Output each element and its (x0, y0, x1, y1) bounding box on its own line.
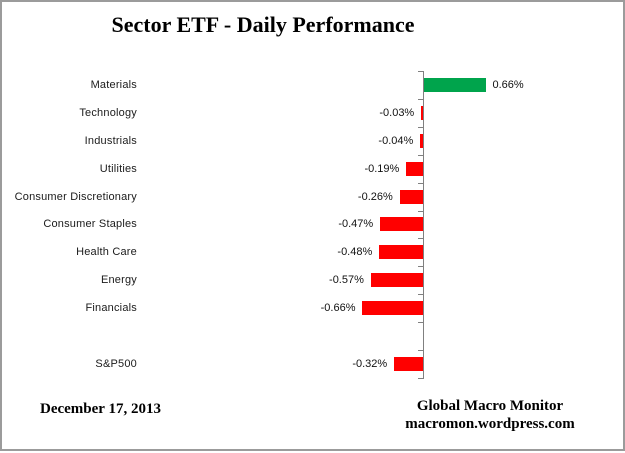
axis-tick (418, 266, 424, 268)
axis-tick (418, 294, 424, 296)
bar-s-p500 (394, 356, 424, 371)
value-label-consumer-discretionary: -0.26% (357, 190, 393, 203)
category-label-energy: Energy (100, 274, 137, 287)
axis-tick (418, 238, 424, 240)
bar-consumer-discretionary (399, 189, 424, 204)
value-label-health-care: -0.48% (337, 246, 373, 259)
chart-title: Sector ETF - Daily Performance (111, 12, 415, 37)
axis-tick (418, 182, 424, 184)
value-label-technology: -0.03% (379, 106, 415, 119)
value-label-financials: -0.66% (320, 302, 356, 315)
bar-industrials (420, 133, 424, 148)
bar-materials (424, 77, 486, 92)
axis-tick (418, 377, 424, 379)
category-label-technology: Technology (79, 106, 137, 119)
value-label-consumer-staples: -0.47% (338, 218, 374, 231)
bar-utilities (406, 161, 424, 176)
value-label-utilities: -0.19% (364, 162, 400, 175)
category-label-health-care: Health Care (76, 246, 137, 259)
axis-tick (418, 154, 424, 156)
credit-line-1: Global Macro Monitor (416, 398, 564, 414)
credit-line-2: macromon.wordpress.com (405, 416, 575, 432)
category-axis (423, 71, 424, 378)
value-label-industrials: -0.04% (378, 134, 414, 147)
axis-tick (418, 126, 424, 128)
category-label-consumer-discretionary: Consumer Discretionary (14, 190, 137, 203)
axis-tick (418, 210, 424, 212)
axis-tick (418, 350, 424, 351)
category-label-s-p500: S&P500 (95, 357, 137, 370)
value-label-s-p500: -0.32% (352, 357, 388, 370)
axis-tick (418, 98, 424, 100)
category-label-materials: Materials (90, 78, 137, 91)
axis-tick (418, 71, 424, 72)
bar-financials (362, 301, 424, 316)
value-label-materials: 0.66% (492, 78, 524, 91)
category-label-utilities: Utilities (99, 162, 137, 175)
footer-credit: Global Macro Monitor macromon.wordpress.… (359, 397, 621, 433)
bar-consumer-staples (380, 217, 424, 232)
bar-energy (370, 273, 424, 288)
axis-tick (418, 322, 424, 324)
category-label-industrials: Industrials (84, 134, 137, 147)
category-label-consumer-staples: Consumer Staples (43, 218, 137, 231)
footer-date: December 17, 2013 (40, 401, 161, 417)
bar-technology (421, 105, 424, 120)
bar-health-care (379, 245, 424, 260)
value-label-energy: -0.57% (329, 274, 364, 287)
category-label-financials: Financials (85, 302, 137, 315)
